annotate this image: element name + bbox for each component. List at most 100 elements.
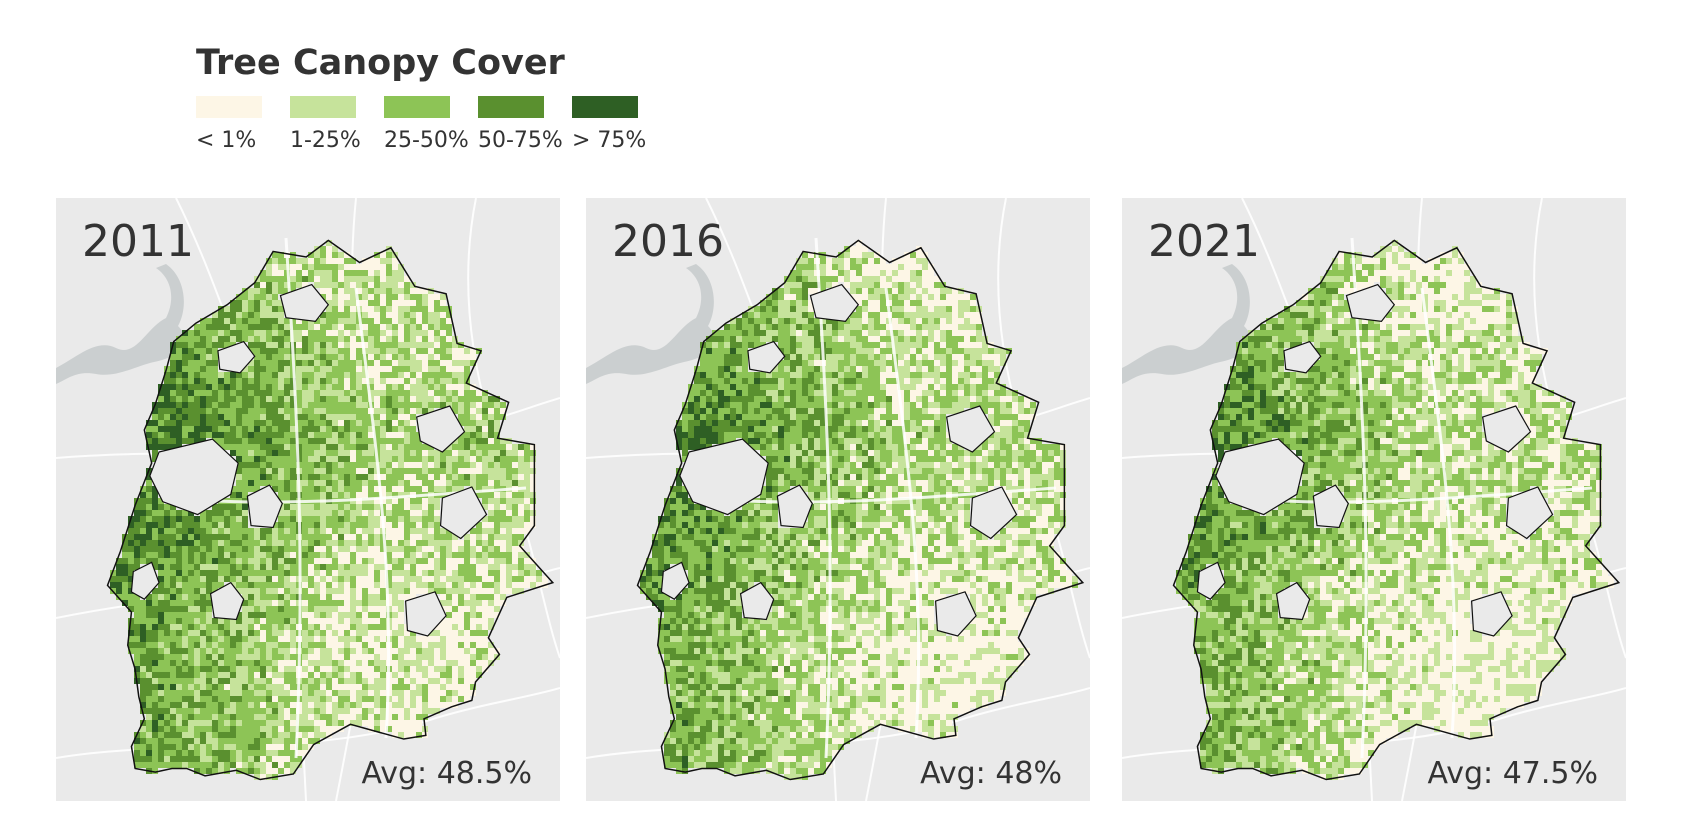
canopy-cell	[922, 336, 928, 342]
canopy-cell	[224, 708, 230, 714]
canopy-cell	[362, 384, 368, 390]
canopy-cell	[176, 696, 182, 702]
canopy-cell	[440, 654, 446, 660]
canopy-cell	[332, 558, 338, 564]
canopy-cell	[164, 756, 170, 762]
canopy-cell	[440, 576, 446, 582]
canopy-cell	[458, 672, 464, 678]
canopy-cell	[386, 366, 392, 372]
canopy-cell	[410, 288, 416, 294]
canopy-cell	[272, 360, 278, 366]
canopy-cell	[182, 684, 188, 690]
canopy-cell	[446, 330, 452, 336]
canopy-cell	[218, 516, 224, 522]
canopy-cell	[266, 552, 272, 558]
canopy-cell	[188, 438, 194, 444]
canopy-cell	[320, 348, 326, 354]
canopy-cell	[338, 330, 344, 336]
canopy-cell	[182, 636, 188, 642]
canopy-cell	[284, 348, 290, 354]
canopy-cell	[452, 666, 458, 672]
canopy-cell	[326, 564, 332, 570]
canopy-cell	[344, 294, 350, 300]
canopy-cell	[326, 570, 332, 576]
canopy-cell	[254, 396, 260, 402]
canopy-cell	[200, 378, 206, 384]
canopy-cell	[940, 300, 946, 306]
canopy-cell	[356, 708, 362, 714]
canopy-cell	[266, 264, 272, 270]
canopy-cell	[916, 276, 922, 282]
canopy-cell	[350, 324, 356, 330]
canopy-cell	[302, 282, 308, 288]
canopy-cell	[164, 540, 170, 546]
canopy-cell	[386, 354, 392, 360]
canopy-cell	[910, 354, 916, 360]
canopy-cell	[170, 618, 176, 624]
canopy-cell	[146, 642, 152, 648]
canopy-cell	[182, 438, 188, 444]
canopy-cell	[482, 648, 488, 654]
canopy-cell	[850, 264, 856, 270]
canopy-cell	[290, 606, 296, 612]
canopy-cell	[386, 552, 392, 558]
canopy-cell	[470, 552, 476, 558]
canopy-cell	[284, 612, 290, 618]
canopy-cell	[344, 696, 350, 702]
canopy-cell	[736, 336, 742, 342]
canopy-cell	[512, 534, 518, 540]
canopy-cell	[272, 462, 278, 468]
canopy-cell	[368, 708, 374, 714]
canopy-cell	[290, 642, 296, 648]
canopy-cell	[398, 480, 404, 486]
canopy-cell	[188, 546, 194, 552]
canopy-cell	[140, 744, 146, 750]
canopy-cell	[862, 312, 868, 318]
canopy-cell	[296, 336, 302, 342]
canopy-cell	[464, 672, 470, 678]
canopy-cell	[326, 456, 332, 462]
canopy-cell	[494, 570, 500, 576]
canopy-cell	[320, 630, 326, 636]
canopy-cell	[434, 462, 440, 468]
canopy-cell	[488, 444, 494, 450]
canopy-cell	[470, 684, 476, 690]
canopy-cell	[338, 714, 344, 720]
canopy-cell	[158, 438, 164, 444]
canopy-cell	[392, 540, 398, 546]
canopy-cell	[326, 426, 332, 432]
canopy-cell	[290, 768, 296, 774]
canopy-cell	[254, 720, 260, 726]
canopy-cell	[422, 318, 428, 324]
canopy-cell	[790, 294, 796, 300]
canopy-cell	[518, 576, 524, 582]
canopy-cell	[176, 744, 182, 750]
canopy-cell	[152, 624, 158, 630]
canopy-cell	[530, 444, 536, 450]
canopy-cell	[344, 552, 350, 558]
canopy-cell	[874, 336, 880, 342]
canopy-cell	[446, 630, 452, 636]
canopy-cell	[862, 354, 868, 360]
canopy-cell	[356, 510, 362, 516]
canopy-cell	[428, 348, 434, 354]
canopy-cell	[290, 624, 296, 630]
canopy-cell	[260, 714, 266, 720]
canopy-cell	[410, 402, 416, 408]
canopy-cell	[934, 330, 940, 336]
canopy-cell	[314, 738, 320, 744]
canopy-cell	[404, 498, 410, 504]
canopy-cell	[290, 384, 296, 390]
canopy-cell	[398, 612, 404, 618]
canopy-cell	[158, 690, 164, 696]
canopy-cell	[350, 306, 356, 312]
canopy-cell	[164, 648, 170, 654]
canopy-cell	[320, 534, 326, 540]
canopy-cell	[916, 354, 922, 360]
canopy-cell	[374, 726, 380, 732]
canopy-cell	[242, 336, 248, 342]
canopy-cell	[272, 468, 278, 474]
canopy-cell	[146, 714, 152, 720]
canopy-cell	[254, 576, 260, 582]
canopy-cell	[176, 510, 182, 516]
